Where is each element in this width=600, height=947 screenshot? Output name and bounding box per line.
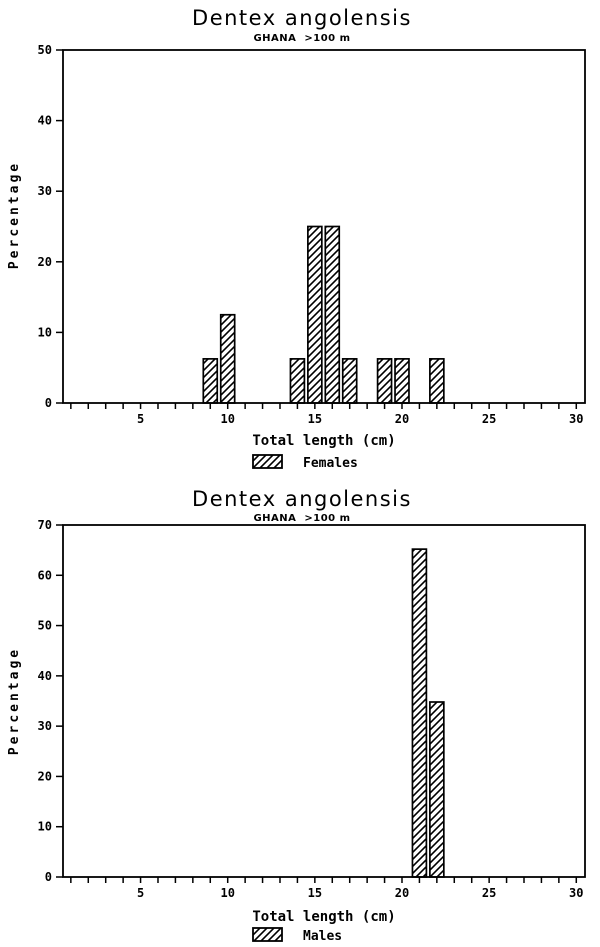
bar [376,358,393,404]
y-tick-label: 40 [38,114,52,128]
chart-title: Dentex angolensis [192,6,412,30]
legend-label: Males [303,929,342,944]
x-axis-label: Total length (cm) [252,909,395,925]
bar [411,548,428,878]
x-tick-label: 5 [137,412,144,426]
x-axis-label: Total length (cm) [252,433,395,449]
y-tick-label: 10 [38,325,52,339]
x-tick-label: 10 [220,412,234,426]
y-axis-label: Percentage [7,161,22,269]
y-tick-label: 50 [38,43,52,57]
y-tick-label: 20 [38,255,52,269]
x-tick-label: 25 [482,412,496,426]
chart-subtitle: GHANA >100 m [253,513,350,524]
x-tick-label: 30 [569,886,583,900]
y-tick-label: 20 [38,769,52,783]
bar [219,313,236,404]
males-plot-area: 5 10 15 20 25 30 0 10 20 30 40 50 60 70 [38,518,586,900]
x-tick-label: 10 [220,886,234,900]
females-plot-area: 5 10 15 20 25 30 0 10 20 30 40 50 [38,43,586,426]
x-tick-label: 15 [308,886,322,900]
plot-frame [62,49,586,404]
y-tick-label: 30 [38,184,52,198]
bar [394,358,410,404]
bar [429,701,445,878]
bar [289,358,306,404]
bar [429,358,445,404]
y-tick-label: 40 [38,669,52,683]
bar [341,358,358,404]
females-chart: Dentex angolensis GHANA >100 m Percentag… [7,6,586,471]
y-tick-label: 0 [45,870,52,884]
y-tick-label: 70 [38,518,52,532]
bar [307,225,323,404]
y-tick-label: 60 [38,568,52,582]
bar [202,358,219,404]
x-tick-label: 5 [137,886,144,900]
legend: Females [252,454,358,471]
x-tick-label: 30 [569,412,583,426]
x-tick-label: 20 [395,412,409,426]
y-tick-label: 0 [45,396,52,410]
chart-subtitle: GHANA >100 m [253,33,350,44]
y-axis-label: Percentage [7,647,22,755]
y-tick-label: 30 [38,719,52,733]
legend-swatch-hatch [252,454,283,469]
x-tick-label: 15 [308,412,322,426]
legend: Males [252,927,342,944]
legend-label: Females [303,456,358,471]
plot-frame [62,524,586,878]
males-chart: Dentex angolensis GHANA >100 m Percentag… [7,487,586,944]
y-tick-label: 10 [38,820,52,834]
legend-swatch-hatch [252,927,283,942]
chart-title: Dentex angolensis [192,487,412,511]
x-tick-label: 20 [395,886,409,900]
bar [324,225,341,404]
x-tick-label: 25 [482,886,496,900]
y-tick-label: 50 [38,619,52,633]
